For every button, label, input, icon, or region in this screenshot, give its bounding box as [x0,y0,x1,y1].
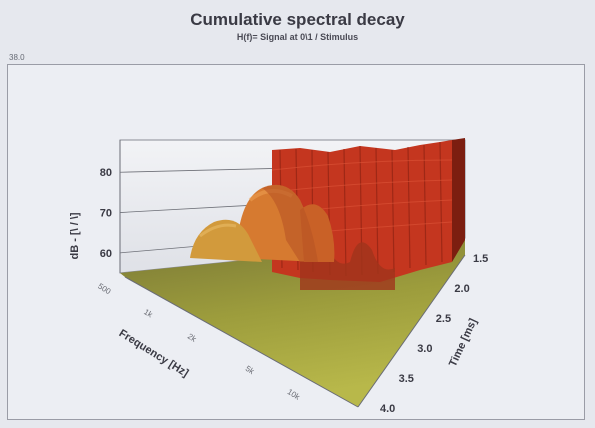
freq-tick-label: 5k [244,364,257,377]
time-ticks: 1.5 2.0 2.5 3.0 3.5 4.0 [380,253,488,415]
freq-tick-label: 10k [286,387,303,402]
time-axis-line [357,254,466,408]
z-ticks: 60 70 80 [100,167,112,260]
y-axis-label: Time [ms] [447,316,480,368]
time-tick-label: 2.5 [436,313,451,325]
time-tick-label: 2.0 [454,283,469,295]
z-tick-label: 70 [100,208,112,220]
decay-surface [190,138,465,290]
freq-axis-line [124,276,359,408]
time-tick-label: 1.5 [473,253,488,265]
chart-subtitle: H(f)= Signal at 0\1 / Stimulus [236,32,359,42]
time-tick-label: 3.5 [399,373,414,385]
freq-tick-label: 1k [142,307,155,320]
time-tick-label: 4.0 [380,403,395,415]
freq-tick-label: 2k [186,332,199,345]
chart-title: Cumulative spectral decay [190,10,405,29]
time-tick-label: 3.0 [417,343,432,355]
z-tick-label: 80 [100,167,112,179]
z-axis-label: dB - [\ / \] [69,212,81,259]
x-axis-label: Frequency [Hz] [117,327,191,379]
corner-label: 38.0 [9,53,25,62]
freq-tick-label: 500 [96,282,113,297]
z-tick-label: 60 [100,248,112,260]
